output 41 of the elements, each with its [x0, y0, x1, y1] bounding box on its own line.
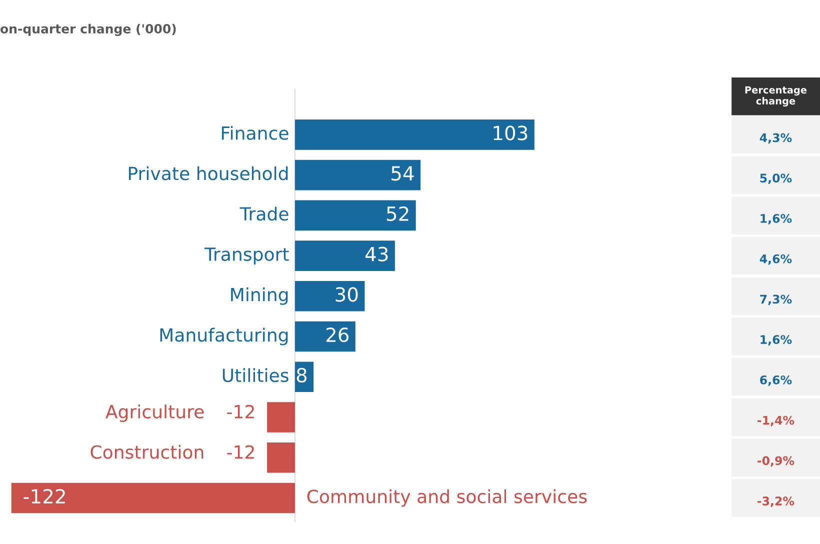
bar — [294, 160, 420, 190]
y-tick-label: Mining — [231, 287, 288, 305]
bar — [294, 120, 534, 150]
y-tick-label: Private household — [128, 166, 288, 180]
text: 4,3% — [760, 133, 792, 144]
bar — [294, 200, 416, 231]
text: 1,6% — [760, 335, 792, 346]
text: Percentage change — [745, 86, 807, 107]
bar — [294, 281, 365, 312]
y-tick-label: Manufacturing — [160, 328, 288, 346]
data-label: 43 — [365, 246, 388, 262]
text: 5,0% — [760, 174, 792, 184]
data-label: 26 — [326, 327, 349, 342]
data-label: -122 — [24, 488, 65, 504]
chart-title: on-quarter change ('000) — [0, 24, 176, 36]
data-label: 30 — [336, 287, 358, 302]
bar — [267, 442, 295, 473]
data-label: 52 — [386, 206, 408, 222]
bar — [294, 321, 356, 352]
text: 7,3% — [760, 294, 792, 306]
data-label: 54 — [392, 166, 414, 181]
bar — [11, 482, 295, 514]
bar — [294, 240, 395, 271]
data-label: 103 — [494, 126, 528, 140]
y-tick-label: Utilities — [222, 368, 288, 382]
text: 6,6% — [760, 375, 792, 386]
text: -0,9% — [758, 456, 794, 467]
y-tick-label: Community and social services — [307, 489, 587, 507]
text: -1,4% — [758, 416, 794, 426]
y-tick-label: Finance — [222, 126, 288, 140]
y-tick-label: Agriculture — [106, 404, 204, 422]
y-tick-label: Construction — [90, 444, 204, 459]
text: -3,2% — [758, 496, 794, 507]
text: 1,6% — [760, 214, 792, 224]
bar — [267, 402, 295, 432]
text: 4,6% — [760, 254, 792, 265]
y-tick-label: Transport — [204, 248, 289, 265]
data-label: -12 — [227, 445, 254, 459]
data-label: 8 — [296, 368, 307, 383]
data-label: -12 — [227, 404, 254, 418]
y-tick-label: Trade — [240, 206, 288, 221]
